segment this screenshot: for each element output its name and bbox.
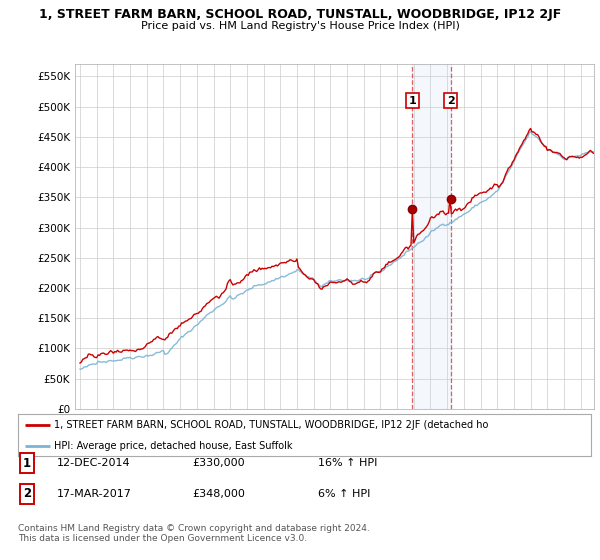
Text: Contains HM Land Registry data © Crown copyright and database right 2024.
This d: Contains HM Land Registry data © Crown c… [18, 524, 370, 543]
Text: 1: 1 [23, 456, 31, 470]
Text: Price paid vs. HM Land Registry's House Price Index (HPI): Price paid vs. HM Land Registry's House … [140, 21, 460, 31]
Text: 17-MAR-2017: 17-MAR-2017 [57, 489, 132, 499]
Text: 16% ↑ HPI: 16% ↑ HPI [318, 458, 377, 468]
Text: 1, STREET FARM BARN, SCHOOL ROAD, TUNSTALL, WOODBRIDGE, IP12 2JF: 1, STREET FARM BARN, SCHOOL ROAD, TUNSTA… [39, 8, 561, 21]
Bar [412, 64, 451, 409]
Text: 1, STREET FARM BARN, SCHOOL ROAD, TUNSTALL, WOODBRIDGE, IP12 2JF (detached ho: 1, STREET FARM BARN, SCHOOL ROAD, TUNSTA… [53, 420, 488, 430]
Text: 12-DEC-2014: 12-DEC-2014 [57, 458, 131, 468]
Text: HPI: Average price, detached house, East Suffolk: HPI: Average price, detached house, East… [53, 441, 292, 451]
Text: £330,000: £330,000 [192, 458, 245, 468]
Text: 1: 1 [409, 96, 416, 106]
Text: 2: 2 [23, 487, 31, 501]
Text: 2: 2 [447, 96, 454, 106]
Text: 6% ↑ HPI: 6% ↑ HPI [318, 489, 370, 499]
Text: £348,000: £348,000 [192, 489, 245, 499]
